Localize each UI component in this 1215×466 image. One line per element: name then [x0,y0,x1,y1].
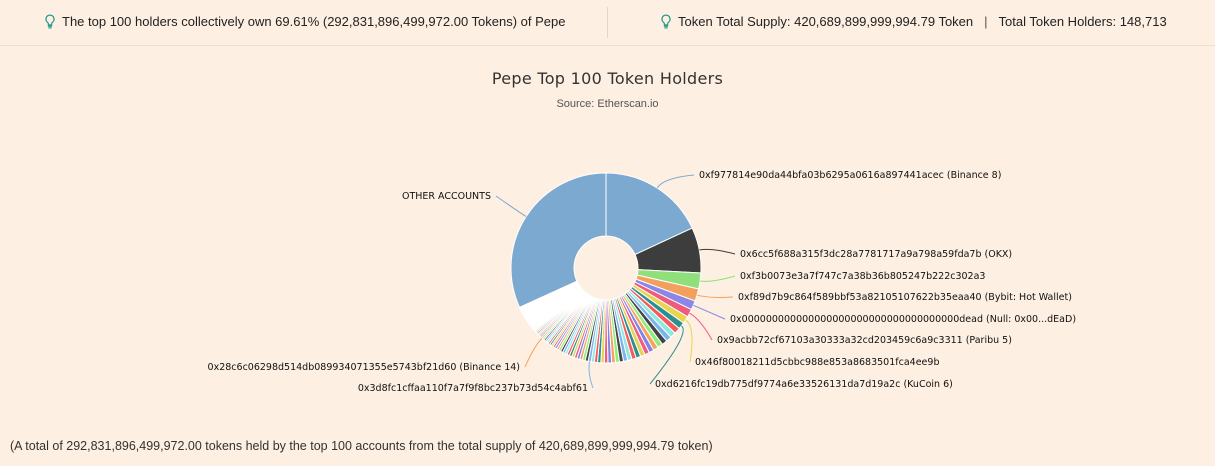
slice-label: 0xf89d7b9c864f589bbf53a82105107622b35eaa… [738,292,1072,303]
pie-slice[interactable] [605,172,693,256]
label-connector [699,248,736,255]
slice-label: 0xf977814e90da44bfa03b6295a0616a897441ac… [699,170,1001,181]
slice-label: 0x6cc5f688a315f3dc28a7781717a9a798a59fda… [740,249,1012,260]
chart-subtitle: Source: Etherscan.io [556,98,659,110]
label-connector [685,319,693,363]
supply-stat: Token Total Supply: 420,689,899,999,994.… [660,14,1167,29]
slice-group [510,172,702,364]
label-connector [495,195,527,217]
slice-label: 0x000000000000000000000000000000000000de… [730,314,1076,325]
slice-label: 0xd6216fc19db775df9774a6e33526131da7d19a… [655,379,953,390]
label-group: OTHER ACCOUNTS 0xf977814e90da44bfa03b6295… [208,170,1076,394]
label-connector [588,361,594,389]
label-connector [700,275,736,282]
total-supply-text: Token Total Supply: 420,689,899,999,994.… [678,14,974,29]
label-connector [689,312,713,341]
label-connector [696,294,734,298]
slice-label: 0xf3b0073e3a7f747c7a38b36b805247b222c302… [740,271,985,282]
pie-slice[interactable] [510,172,607,308]
slice-label: OTHER ACCOUNTS [402,191,491,202]
holders-share-text: The top 100 holders collectively own 69.… [62,14,566,29]
lightbulb-icon [45,14,55,29]
slice-label: 0x28c6c06298d514db089934071355e5743bf21d… [208,362,520,373]
slice-label: 0x3d8fc1cffaa110f7a7f9f8bc237b73d54c4abf… [358,383,588,394]
holders-share-stat: The top 100 holders collectively own 69.… [44,14,566,29]
chart-title: Pepe Top 100 Token Holders [491,69,724,88]
summary-bar: The top 100 holders collectively own 69.… [0,0,1215,46]
header-divider [607,7,608,38]
total-holders-text: Total Token Holders: 148,713 [998,14,1167,29]
slice-label: 0x9acbb72cf67103a30333a32cd203459c6a9c33… [717,335,1012,346]
stat-separator: | [984,14,988,29]
label-connector [693,304,726,320]
slice-label: 0x46f80018211d5cbbc988e853a8683501fca4ee… [695,357,939,368]
footnote: (A total of 292,831,896,499,972.00 token… [10,439,713,453]
lightbulb-icon [661,14,671,29]
label-connector [649,325,684,385]
label-connector [656,174,695,189]
label-connector [524,337,543,368]
